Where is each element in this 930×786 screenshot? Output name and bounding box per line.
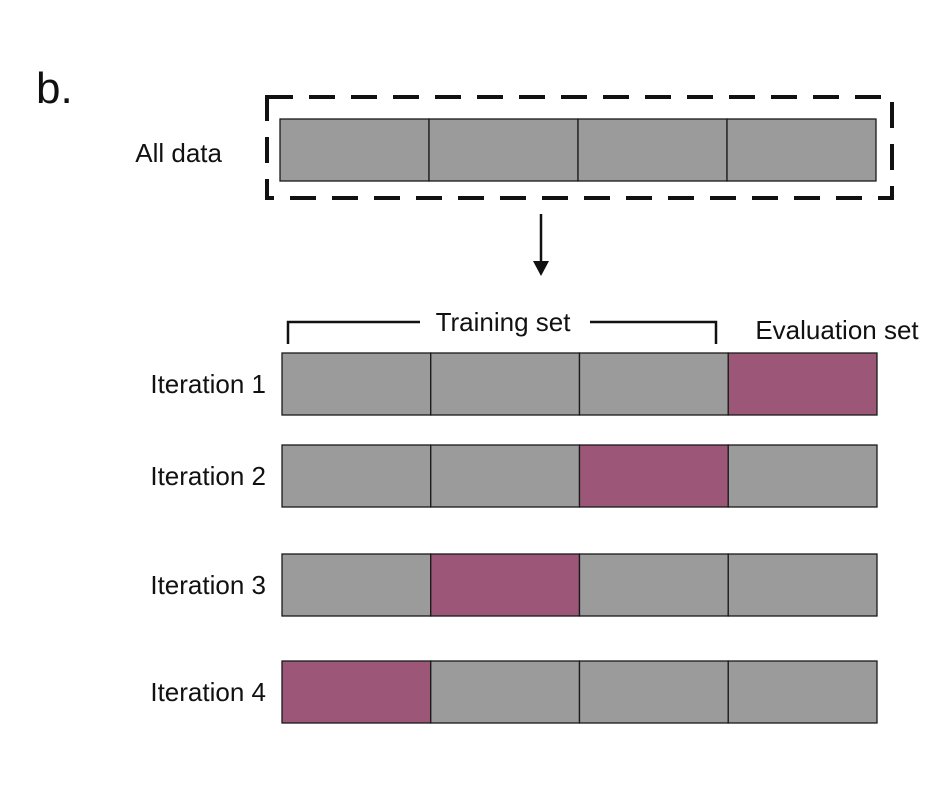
all-data-fold-3 bbox=[577, 118, 728, 182]
training-set-bracket bbox=[286, 320, 718, 344]
iteration-1-fold-3 bbox=[578, 352, 729, 416]
iteration-2-fold-2 bbox=[430, 444, 581, 508]
all-data-fold-1 bbox=[279, 118, 430, 182]
iteration-row-3: Iteration 3 bbox=[150, 553, 878, 617]
iteration-1-fold-2 bbox=[430, 352, 581, 416]
training-set-label: Training set bbox=[436, 307, 572, 337]
iteration-3-fold-2-evaluation bbox=[430, 553, 581, 617]
iteration-1-fold-4-evaluation bbox=[727, 352, 878, 416]
iteration-2-fold-4 bbox=[727, 444, 878, 508]
iteration-4-fold-4 bbox=[727, 660, 878, 724]
all-data-bar bbox=[279, 118, 877, 182]
all-data-dashed-outline bbox=[265, 95, 894, 200]
evaluation-set-label: Evaluation set bbox=[755, 315, 919, 345]
all-data-fold-2 bbox=[428, 118, 579, 182]
iteration-label-3: Iteration 3 bbox=[150, 570, 266, 600]
iteration-row-1: Iteration 1 bbox=[150, 352, 878, 416]
iteration-3-fold-4 bbox=[727, 553, 878, 617]
iteration-2-fold-3-evaluation bbox=[578, 444, 729, 508]
all-data-label: All data bbox=[135, 138, 222, 168]
iteration-3-fold-1 bbox=[281, 553, 432, 617]
iteration-4-fold-3 bbox=[578, 660, 729, 724]
iteration-rows: Iteration 1 Iteration 2 Iteration 3 Iterati… bbox=[150, 352, 878, 724]
iteration-2-fold-1 bbox=[281, 444, 432, 508]
iteration-4-fold-1-evaluation bbox=[281, 660, 432, 724]
iteration-3-fold-3 bbox=[578, 553, 729, 617]
all-data-fold-4 bbox=[726, 118, 877, 182]
down-arrow-icon bbox=[533, 214, 549, 276]
iteration-label-1: Iteration 1 bbox=[150, 369, 266, 399]
panel-letter: b. bbox=[36, 64, 73, 113]
iteration-row-2: Iteration 2 bbox=[150, 444, 878, 508]
iteration-label-2: Iteration 2 bbox=[150, 461, 266, 491]
iteration-1-fold-1 bbox=[281, 352, 432, 416]
iteration-label-4: Iteration 4 bbox=[150, 677, 266, 707]
iteration-row-4: Iteration 4 bbox=[150, 660, 878, 724]
iteration-4-fold-2 bbox=[430, 660, 581, 724]
